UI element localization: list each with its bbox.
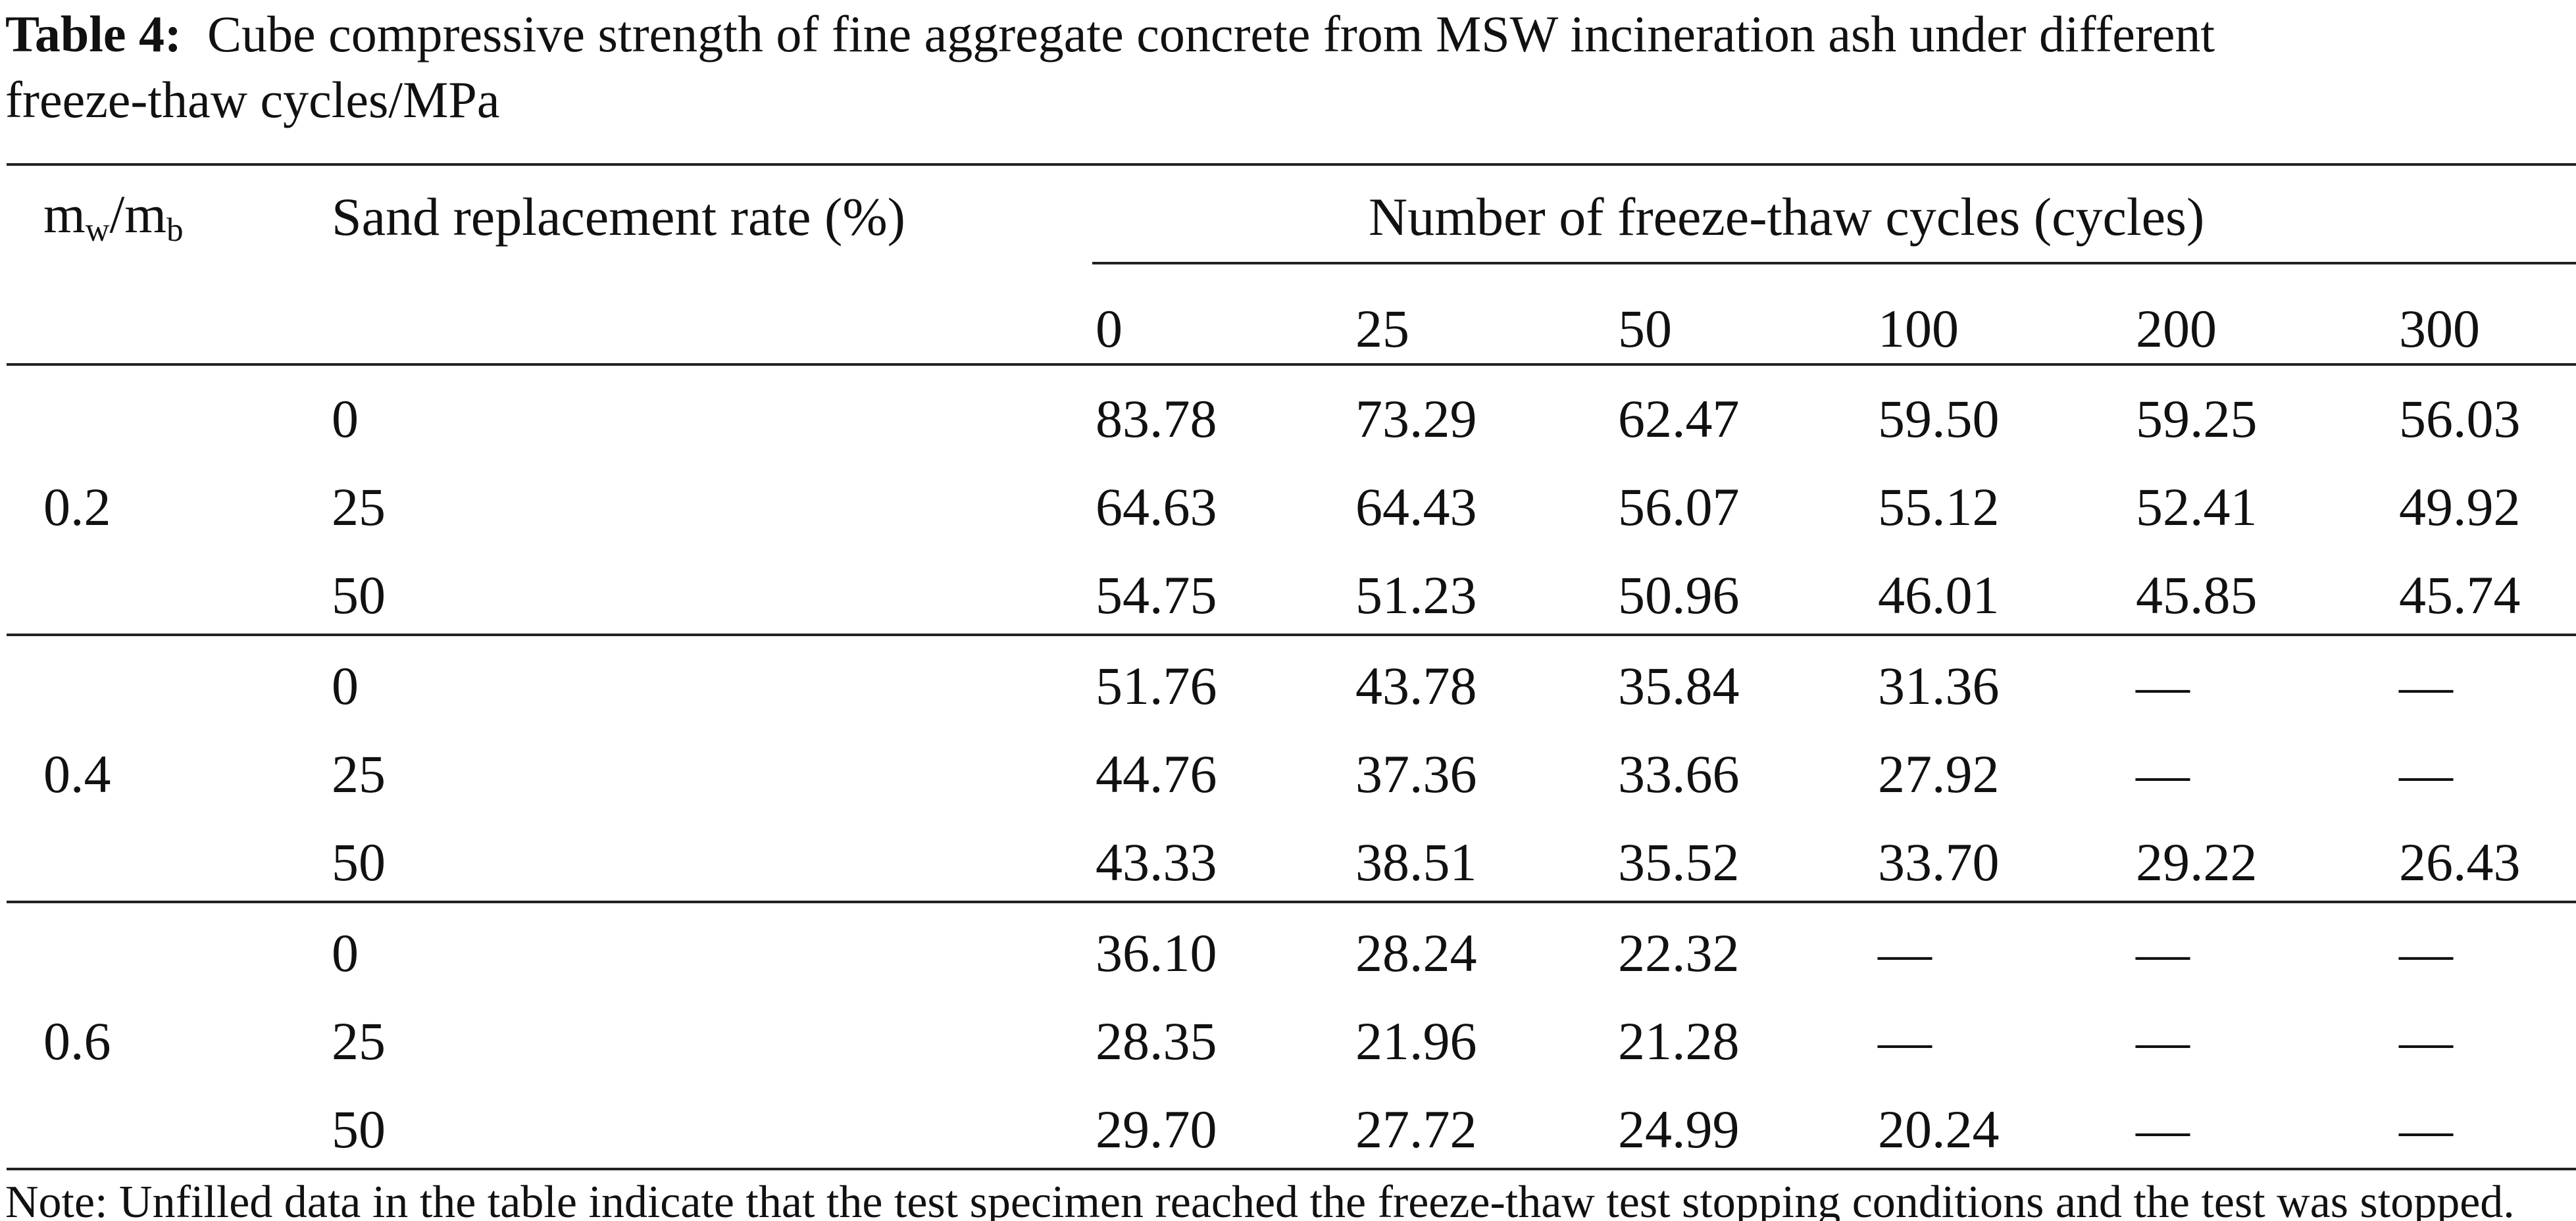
strength-value: 29.70 [1096,1099,1217,1159]
sand-header: Sand replacement rate (%) [332,187,905,247]
sand-rate: 50 [332,565,386,625]
strength-value: — [2136,923,2190,983]
strength-value: 36.10 [1096,923,1217,983]
strength-value: 83.78 [1096,389,1217,449]
strength-value: 51.76 [1096,656,1217,716]
strength-value: 35.52 [1618,832,1740,892]
strength-value: 73.29 [1355,389,1477,449]
strength-value: 45.85 [2136,565,2258,625]
caption-text-2: freeze-thaw cycles/MPa [5,71,500,128]
cycle-column-header: 100 [1878,299,1959,359]
ratio-header: mw/mb [43,187,184,247]
strength-value: 56.03 [2399,389,2521,449]
strength-value: — [2136,744,2190,804]
strength-value: 33.66 [1618,744,1740,804]
strength-value: 20.24 [1878,1099,2000,1159]
sand-rate: 25 [332,744,386,804]
strength-value: — [2399,1011,2453,1071]
strength-value: 62.47 [1618,389,1740,449]
strength-value: 22.32 [1618,923,1740,983]
strength-value: 43.33 [1096,832,1217,892]
strength-value: 54.75 [1096,565,1217,625]
strength-value: 28.24 [1355,923,1477,983]
strength-value: — [2399,656,2453,716]
strength-value: 51.23 [1355,565,1477,625]
strength-value: 35.84 [1618,656,1740,716]
ratio-value: 0.2 [43,477,111,537]
cycle-column-header: 300 [2399,299,2480,359]
group-rule [7,634,2576,636]
cycle-column-header: 0 [1096,299,1123,359]
strength-value: — [1878,1011,1932,1071]
cycle-column-header: 200 [2136,299,2217,359]
cycles-rule [1092,262,2576,264]
group-rule [7,901,2576,903]
strength-value: — [2136,1099,2190,1159]
sand-rate: 50 [332,832,386,892]
strength-value: 31.36 [1878,656,2000,716]
strength-value: 21.96 [1355,1011,1477,1071]
ratio-sub: w [85,211,110,248]
caption-line: Table 4: Cube compressive strength of fi… [5,9,2215,60]
sand-rate: 25 [332,477,386,537]
strength-value: 64.63 [1096,477,1217,537]
strength-value: 50.96 [1618,565,1740,625]
cycles-header: Number of freeze-thaw cycles (cycles) [1369,187,2205,247]
sand-rate: 25 [332,1011,386,1071]
strength-value: — [2399,1099,2453,1159]
caption-text: Cube compressive strength of fine aggreg… [207,5,2215,62]
strength-value: 46.01 [1878,565,2000,625]
strength-value: 64.43 [1355,477,1477,537]
strength-value: 55.12 [1878,477,2000,537]
strength-value: 44.76 [1096,744,1217,804]
strength-value: 38.51 [1355,832,1477,892]
ratio-value: 0.4 [43,744,111,804]
strength-value: 49.92 [2399,477,2521,537]
strength-value: 28.35 [1096,1011,1217,1071]
note: Note: Unfilled data in the table indicat… [5,1177,2515,1221]
cycle-column-header: 50 [1618,299,1672,359]
ratio-base: /m [109,184,167,245]
strength-value: 56.07 [1618,477,1740,537]
strength-value: 27.92 [1878,744,2000,804]
strength-value: — [2399,744,2453,804]
strength-value: 45.74 [2399,565,2521,625]
strength-value: 29.22 [2136,832,2258,892]
strength-value: 37.36 [1355,744,1477,804]
ratio-base: m [43,184,86,245]
ratio-value: 0.6 [43,1011,111,1071]
sand-rate: 0 [332,389,359,449]
strength-value: — [2136,656,2190,716]
strength-value: 52.41 [2136,477,2258,537]
caption-label: Table 4: [5,5,182,62]
sand-rate: 0 [332,923,359,983]
strength-value: 43.78 [1355,656,1477,716]
group-rule [7,1168,2576,1170]
sand-rate: 50 [332,1099,386,1159]
ratio-sub: b [166,211,184,248]
sand-rate: 0 [332,656,359,716]
cycle-column-header: 25 [1355,299,1409,359]
strength-value: — [2399,923,2453,983]
header-rule [7,363,2576,366]
strength-value: 59.50 [1878,389,2000,449]
strength-value: 33.70 [1878,832,2000,892]
top-rule [7,163,2576,166]
strength-value: 26.43 [2399,832,2521,892]
strength-value: 27.72 [1355,1099,1477,1159]
strength-value: 24.99 [1618,1099,1740,1159]
strength-value: — [2136,1011,2190,1071]
strength-value: 21.28 [1618,1011,1740,1071]
strength-value: — [1878,923,1932,983]
strength-value: 59.25 [2136,389,2258,449]
